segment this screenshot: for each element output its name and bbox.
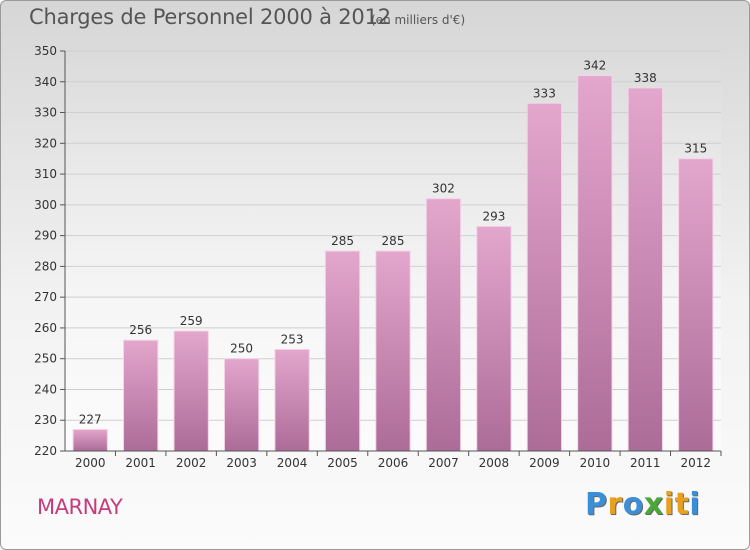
- value-label: 256: [129, 323, 152, 337]
- x-tick-label: 2009: [529, 456, 560, 470]
- value-label: 250: [230, 342, 253, 356]
- bar-2003: [223, 358, 260, 452]
- x-tick-label: 2001: [125, 456, 156, 470]
- proxiti-logo: Proxiti: [585, 487, 700, 522]
- bar-2004: [274, 348, 310, 452]
- y-tick-label: 220: [34, 444, 57, 458]
- bar-2005: [324, 250, 361, 452]
- bar-2011: [627, 87, 663, 452]
- y-tick-label: 240: [34, 382, 57, 396]
- x-tick-label: 2000: [75, 456, 106, 470]
- logo-letter: P: [585, 487, 608, 522]
- bar-2009: [526, 102, 563, 452]
- bar-2008: [476, 225, 512, 452]
- value-label: 338: [634, 71, 657, 85]
- logo-letter: o: [622, 487, 644, 522]
- x-tick-label: 2010: [580, 456, 611, 470]
- value-label: 259: [180, 314, 203, 328]
- x-tick-label: 2012: [680, 456, 711, 470]
- logo-letter: i: [663, 487, 675, 522]
- chart-title: Charges de Personnel 2000 à 2012: [29, 5, 391, 29]
- y-tick-label: 230: [34, 413, 57, 427]
- chart-subtitle: (en milliers d'€): [371, 13, 466, 27]
- bar-2001: [123, 339, 159, 452]
- x-tick-label: 2011: [630, 456, 661, 470]
- bar-2010: [577, 75, 613, 452]
- value-label: 227: [79, 412, 102, 426]
- value-label: 315: [684, 142, 707, 156]
- logo-letter: r: [607, 487, 623, 522]
- y-tick-label: 270: [34, 290, 57, 304]
- x-tick-label: 2004: [277, 456, 308, 470]
- bar-2000: [72, 428, 108, 452]
- y-tick-label: 330: [34, 106, 57, 120]
- logo-letter: x: [643, 487, 664, 522]
- value-label: 253: [281, 332, 304, 346]
- logo-letter: t: [674, 487, 690, 522]
- x-tick-label: 2007: [428, 456, 459, 470]
- bar-2007: [425, 198, 462, 452]
- x-tick-label: 2002: [176, 456, 207, 470]
- bar-2002: [173, 330, 209, 452]
- value-label: 302: [432, 182, 455, 196]
- y-tick-label: 300: [34, 198, 57, 212]
- x-tick-label: 2008: [479, 456, 510, 470]
- logo-letter: i: [689, 487, 701, 522]
- value-label: 285: [382, 234, 405, 248]
- y-tick-label: 250: [34, 352, 57, 366]
- x-tick-label: 2005: [327, 456, 358, 470]
- y-tick-label: 310: [34, 167, 57, 181]
- y-tick-label: 350: [34, 44, 57, 58]
- value-label: 293: [482, 209, 505, 223]
- y-tick-label: 340: [34, 75, 57, 89]
- y-tick-label: 280: [34, 259, 57, 273]
- y-tick-label: 260: [34, 321, 57, 335]
- y-tick-label: 320: [34, 136, 57, 150]
- bar-2006: [375, 250, 411, 452]
- value-label: 333: [533, 86, 556, 100]
- bar-2012: [678, 158, 714, 452]
- x-tick-label: 2006: [378, 456, 409, 470]
- value-label: 285: [331, 234, 354, 248]
- value-label: 342: [583, 59, 606, 73]
- y-tick-label: 290: [34, 229, 57, 243]
- x-tick-label: 2003: [226, 456, 257, 470]
- town-name: MARNAY: [37, 495, 123, 519]
